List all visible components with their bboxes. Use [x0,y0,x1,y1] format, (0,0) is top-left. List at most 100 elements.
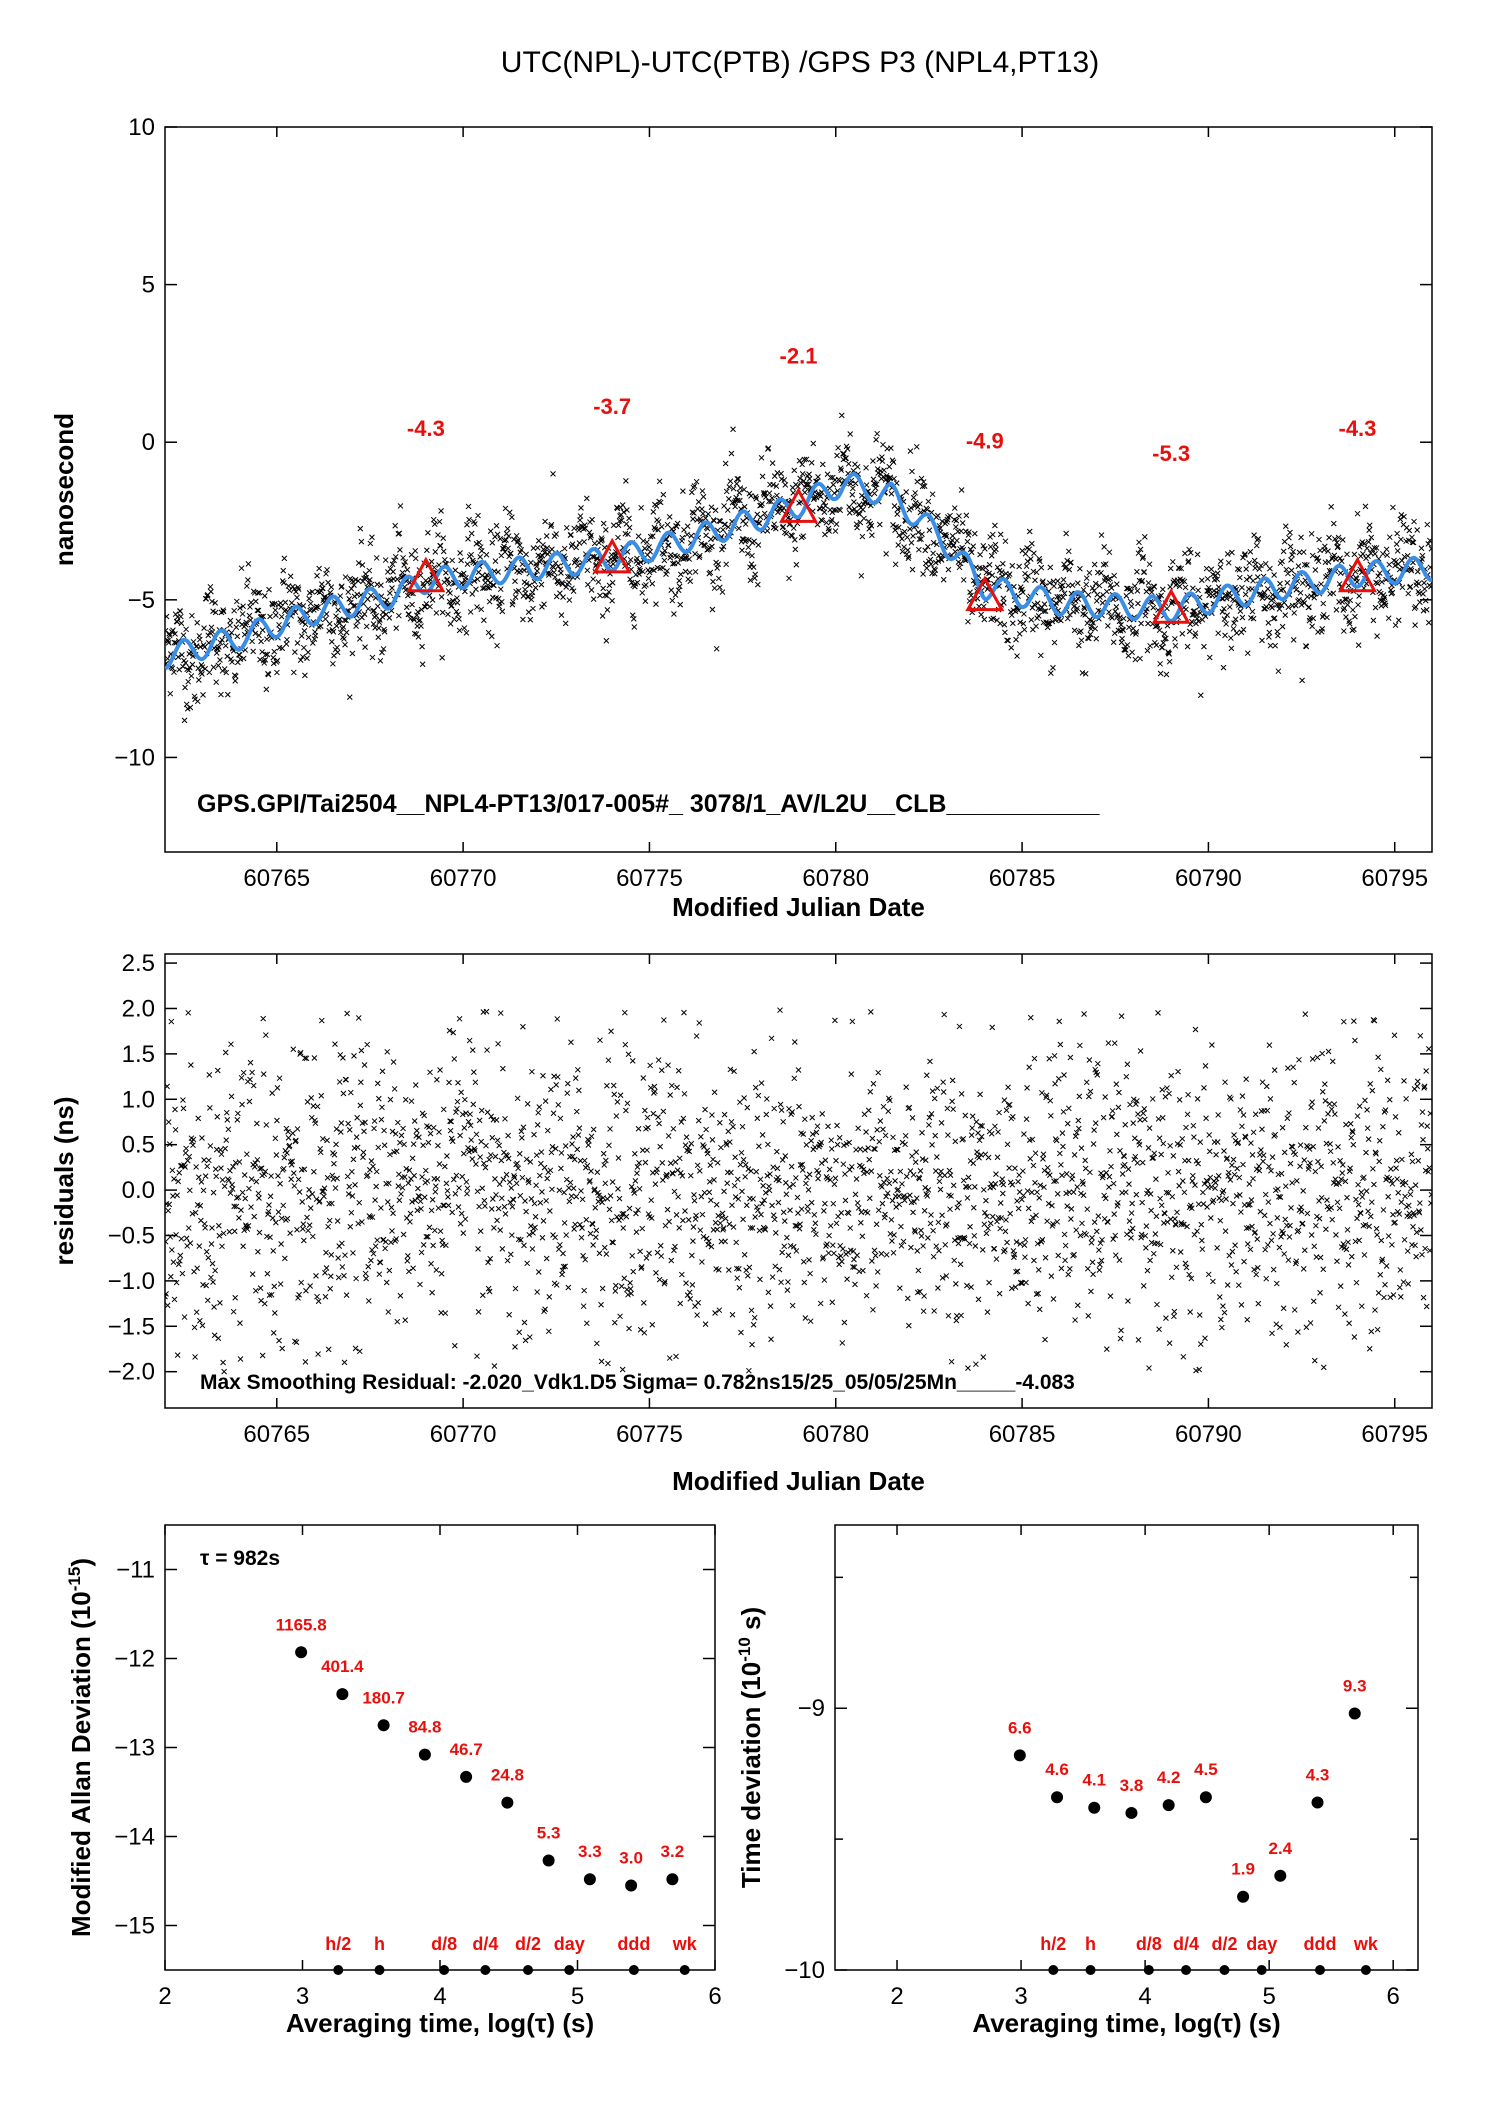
data-point [702,1106,708,1113]
data-point [732,1154,739,1161]
y-tick-label: 1.0 [122,1086,155,1113]
data-point [1344,551,1350,558]
data-point [1091,1219,1098,1225]
data-point [1397,1294,1404,1300]
data-point [450,1176,457,1183]
data-point [737,1161,744,1168]
data-point [305,649,311,656]
data-point [463,1179,470,1185]
data-point [703,1235,710,1242]
data-point [217,657,223,663]
data-point [957,1261,964,1268]
data-point [825,1123,831,1130]
data-point [1035,1290,1042,1297]
data-point [851,506,858,512]
data-point [552,1234,558,1241]
data-point [560,594,566,600]
data-point [954,537,960,544]
data-point [890,522,896,528]
data-point [534,1289,541,1295]
data-point [693,478,700,485]
data-point [641,1329,648,1336]
data-point [481,1160,487,1167]
data-point [279,645,286,652]
data-point [1241,1258,1247,1265]
data-point [518,1128,525,1135]
data-point [1264,594,1271,601]
data-point [746,537,752,543]
data-point [864,1209,871,1216]
data-point [171,669,177,676]
data-point [178,620,185,627]
data-point [411,1172,418,1179]
data-point [448,602,455,609]
data-point [1196,1312,1203,1318]
data-point [1106,549,1113,556]
data-point [598,1358,605,1365]
data-point [1151,584,1158,590]
data-point [809,1114,816,1121]
y-tick-label: 0 [142,429,155,456]
data-point [212,609,219,616]
data-point [1296,596,1302,603]
data-point [616,1195,623,1202]
data-point [1397,536,1404,543]
x-axis-label: Modified Julian Date [672,1466,925,1496]
data-point [1090,1141,1097,1147]
data-point [789,1302,796,1309]
data-point [1423,1303,1430,1310]
time-marker-dot [679,1965,690,1975]
data-point [317,623,324,630]
data-point [882,1132,889,1139]
data-point [192,1354,198,1360]
data-point [467,1111,473,1118]
data-point [858,572,865,579]
data-point [165,1238,169,1245]
data-point [1185,558,1192,564]
data-point [343,617,349,624]
data-point [789,1109,796,1115]
data-point [665,1062,671,1069]
data-point [471,578,478,584]
data-point [1333,1232,1339,1238]
data-point [202,1173,209,1180]
data-point [433,610,440,616]
data-point [920,571,926,577]
data-point [646,569,653,576]
data-point [992,1123,998,1130]
data-point [1226,1252,1233,1259]
data-point [1027,556,1034,562]
data-point [870,1080,877,1087]
data-point [214,1067,221,1074]
data-point [891,475,897,482]
data-point [1407,583,1414,590]
data-point [356,1348,363,1355]
data-point [477,1154,484,1160]
data-point [639,568,646,575]
data-point [926,1114,933,1121]
data-point [1367,1213,1374,1220]
data-point [192,1209,199,1216]
data-point [1291,610,1298,616]
data-point [231,1203,238,1210]
data-point [182,660,189,666]
data-point [1374,1326,1381,1333]
data-point [1185,1091,1191,1098]
data-point [587,1177,593,1184]
data-point [795,483,801,490]
data-point [409,1155,416,1162]
data-point [363,1275,369,1282]
data-point [1013,1268,1019,1275]
data-point [822,1157,829,1164]
data-point [407,1210,414,1217]
data-point [608,1217,615,1224]
data-point [895,542,902,548]
data-point [548,521,555,528]
data-point [1384,1077,1391,1084]
data-point [761,1197,768,1204]
data-point [516,542,523,548]
data-point [350,1250,356,1256]
data-point [814,521,821,528]
data-point [447,621,454,627]
data-point [461,625,468,631]
